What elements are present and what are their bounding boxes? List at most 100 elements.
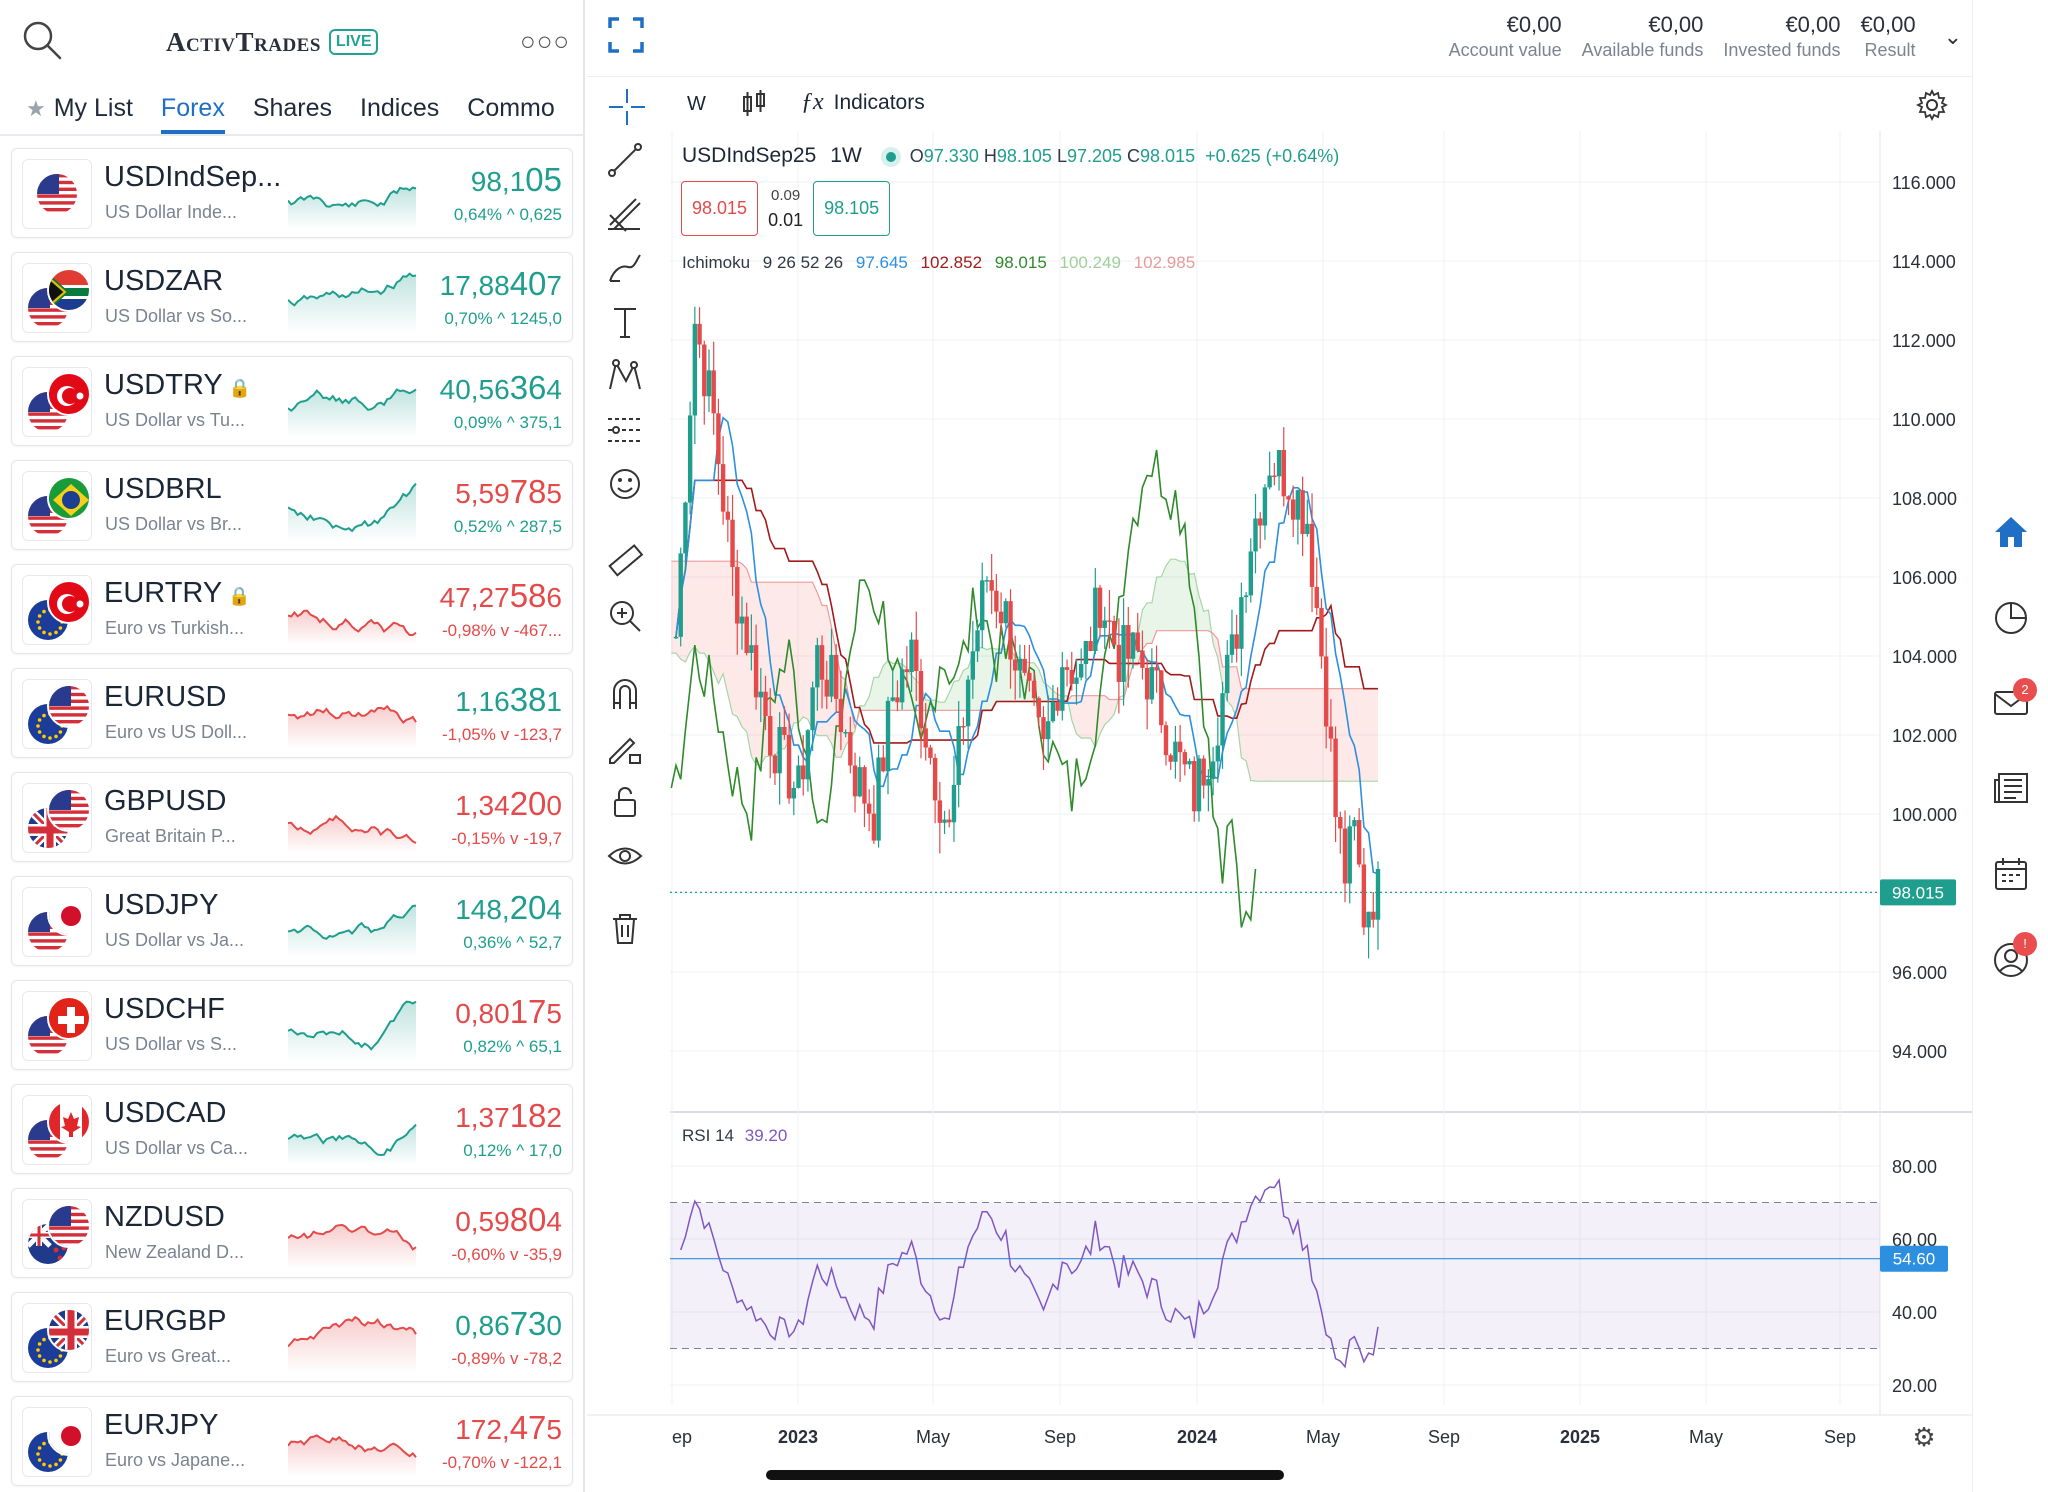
candle-body (805, 730, 811, 780)
instrument-description: US Dollar vs S... (105, 1034, 238, 1054)
ichimoku-cloud-segment (727, 561, 733, 715)
instrument-description: US Dollar vs Tu... (105, 410, 246, 430)
candle-body (1267, 475, 1272, 488)
instrument-symbol: USDJPY (104, 889, 219, 921)
trend-line-icon[interactable] (606, 141, 644, 179)
indicators-button[interactable]: ƒx Indicators (801, 89, 925, 116)
instrument-row[interactable]: USDCHF US Dollar vs S... 0,80175 0,82% ^ 65… (11, 980, 573, 1070)
candle-body (895, 697, 900, 703)
kijun-value: 102.852 (920, 253, 983, 272)
trash-icon[interactable] (606, 909, 644, 947)
stat-label: Account value (1448, 40, 1562, 60)
portfolio-pie-icon[interactable] (1991, 598, 2031, 638)
zoom-in-icon[interactable] (606, 597, 644, 635)
lock-icon[interactable] (606, 783, 644, 821)
instrument-row[interactable]: USDCAD US Dollar vs Ca... 1,37182 0,12% ^ 1… (11, 1084, 573, 1174)
stat-value: €0,00 (1860, 12, 1916, 37)
za-flag-icon (47, 268, 91, 312)
sparkline-chart (288, 1315, 417, 1373)
kijun-line (675, 479, 1378, 744)
search-icon[interactable] (20, 18, 64, 62)
rsi-band (670, 1202, 1880, 1349)
ichimoku-cloud-segment (1279, 688, 1284, 782)
ichimoku-cloud-segment (1076, 695, 1082, 738)
instrument-row[interactable]: EURUSD Euro vs US Doll... 1,16381 -1,05% v … (11, 668, 573, 758)
fib-tools-icon[interactable] (606, 195, 644, 233)
brush-icon[interactable] (606, 249, 644, 287)
instrument-row[interactable]: USDBRL US Dollar vs Br... 5,59785 0,52% ^ 2… (11, 460, 573, 550)
ichimoku-cloud-segment (1264, 688, 1270, 782)
flag-pair-icon (22, 679, 92, 749)
stat-value: €0,00 (1648, 12, 1704, 37)
spread-bottom: 0.01 (768, 209, 804, 230)
instrument-row[interactable]: NZDUSD New Zealand D... 0,59804 -0,60% v -3… (11, 1188, 573, 1278)
eye-icon[interactable] (606, 837, 644, 875)
calendar-icon[interactable] (1991, 854, 2031, 894)
magnet-icon[interactable] (606, 675, 644, 713)
candle-body (871, 813, 877, 841)
candle-body (1031, 680, 1037, 699)
instrument-symbol: USDBRL (104, 473, 222, 505)
candle-body (1201, 758, 1206, 786)
sparkline-chart (288, 1000, 417, 1061)
ichimoku-cloud-segment (873, 677, 879, 711)
candle-body (786, 734, 792, 799)
chevron-down-icon[interactable]: ⌄ (1943, 24, 1962, 49)
tab-commodities[interactable]: Commo (453, 88, 569, 134)
emoji-icon[interactable] (606, 465, 644, 503)
candlestick-icon[interactable] (739, 89, 769, 119)
more-options-icon[interactable]: ○○○ (520, 26, 571, 56)
buy-price-button[interactable]: 98.105 (813, 181, 891, 236)
instrument-row[interactable]: EURGBP Euro vs Great... 0,86730 -0,89% v -7… (11, 1292, 573, 1382)
news-icon[interactable] (1991, 768, 2031, 808)
crosshair-icon[interactable] (607, 87, 647, 127)
candle-body (1093, 587, 1098, 651)
candle-body (1272, 475, 1277, 478)
instrument-row[interactable]: USDTRY 🔒 US Dollar vs Tu... 40,56364 0,09% ^… (11, 356, 573, 446)
instrument-row[interactable]: USDIndSep... US Dollar Inde... 98,105 0,64%… (11, 148, 573, 238)
ichimoku-cloud-segment (1316, 688, 1322, 782)
rsi-line (679, 1177, 1379, 1369)
jp-flag-icon (47, 892, 91, 936)
instrument-row[interactable]: USDJPY US Dollar vs Ja... 148,204 0,36% ^ 5… (11, 876, 573, 966)
ichimoku-cloud-segment (1288, 688, 1294, 782)
spread-display: 0.09 0.01 (768, 187, 803, 231)
tab-forex[interactable]: Forex (147, 88, 239, 134)
ichimoku-cloud-segment (774, 582, 780, 756)
ichimoku-cloud-segment (1359, 688, 1364, 782)
price-axis-label: 116.000 (1892, 173, 1956, 193)
candle-body (1323, 656, 1329, 727)
price-axis-label: 112.000 (1892, 331, 1956, 351)
instrument-row[interactable]: EURTRY 🔒 Euro vs Turkish... 47,27586 -0,98% … (11, 564, 573, 654)
instrument-price: 40,56364 (439, 369, 562, 406)
profile-icon[interactable] (1991, 940, 2031, 980)
pattern-icon[interactable] (606, 357, 644, 395)
candle-body (980, 580, 985, 631)
candle-body (970, 651, 976, 680)
instrument-row[interactable]: EURJPY Euro vs Japane... 172,475 -0,70% v -… (11, 1396, 573, 1486)
instrument-row[interactable]: USDZAR US Dollar vs So... 17,88407 0,70% ^ … (11, 252, 573, 342)
fullscreen-icon[interactable] (607, 16, 645, 54)
ichimoku-cloud-segment (1081, 695, 1086, 738)
candle-body (1338, 817, 1343, 829)
ruler-icon[interactable] (606, 543, 644, 581)
ichimoku-cloud-segment (1213, 633, 1218, 658)
tab-shares[interactable]: Shares (239, 88, 346, 134)
draw-lock-pencil-icon[interactable] (606, 729, 644, 767)
candle-body (1060, 667, 1065, 711)
interval-button[interactable]: W (687, 93, 706, 115)
text-tool-icon[interactable] (606, 303, 644, 341)
home-icon[interactable] (1991, 512, 2031, 552)
tab-my-list[interactable]: ★ My List (0, 88, 147, 134)
prediction-icon[interactable] (606, 411, 644, 449)
instrument-row[interactable]: GBPUSD Great Britain P... 1,34200 -0,15% v … (11, 772, 573, 862)
candle-body (975, 630, 980, 652)
live-dot-icon (885, 152, 896, 162)
ichimoku-cloud-segment (1001, 649, 1006, 702)
settings-gear-icon[interactable] (1916, 89, 1948, 121)
tab-indices[interactable]: Indices (346, 88, 453, 134)
candle-body (890, 697, 895, 701)
candle-body (763, 691, 768, 717)
sell-price-button[interactable]: 98.015 (681, 181, 759, 236)
